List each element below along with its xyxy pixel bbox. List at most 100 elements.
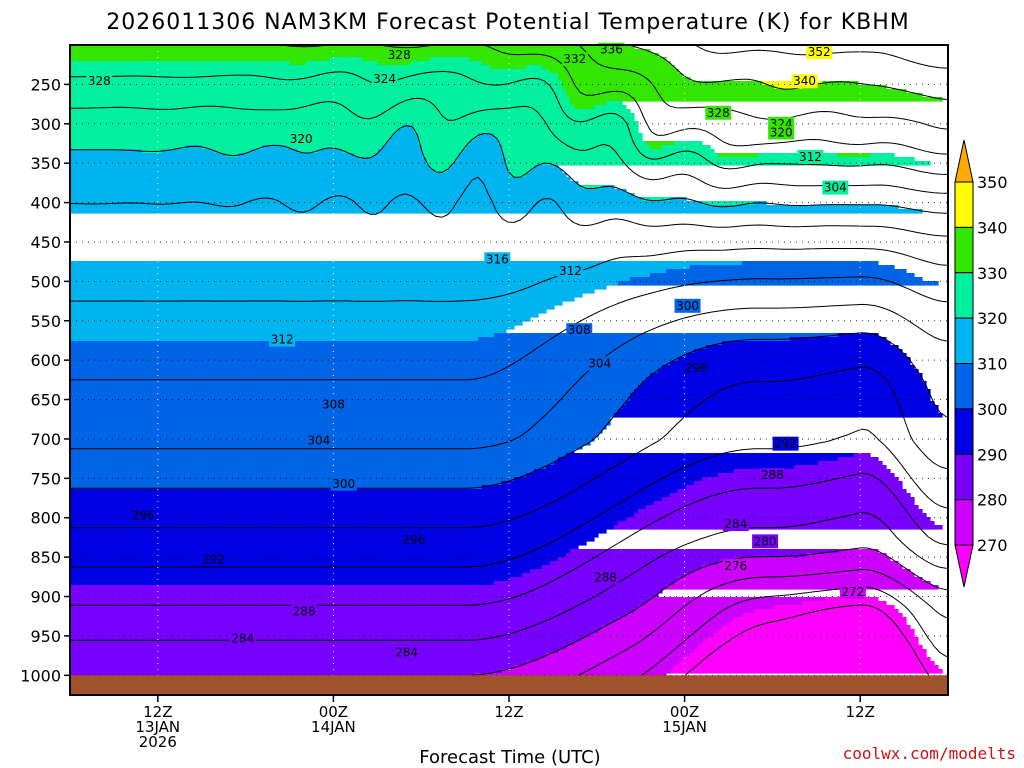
contour-300 (70, 332, 948, 489)
contour-272 (641, 586, 948, 695)
contour-label: 304 (588, 356, 611, 370)
colorbar-tick-label: 280 (977, 491, 1008, 510)
contour-label-bg (797, 149, 824, 164)
contour-308 (70, 276, 948, 381)
contour-label: 292 (202, 552, 225, 566)
credit-text[interactable]: coolwx.com/modelts (843, 744, 1016, 763)
colorbar-tick-label: 330 (977, 264, 1008, 283)
contour-label: 304 (307, 434, 330, 448)
y-tick-label: 1000 (20, 666, 61, 685)
x-tick-label: 12Z (143, 703, 172, 721)
contour-label: 320 (770, 125, 793, 139)
contour-label-bg (592, 570, 619, 585)
colorbar-tick-label: 350 (977, 173, 1008, 192)
contour-label-bg (400, 532, 427, 547)
contour-label: 272 (841, 585, 864, 599)
contour-label: 332 (563, 52, 586, 66)
colorbar-segment (954, 363, 974, 410)
colorbar-bottom-arrow (954, 544, 974, 588)
colorbar-segment (954, 499, 974, 546)
x-tick-label: 12Z (494, 703, 523, 721)
contour-label: 308 (322, 397, 345, 411)
contour-label: 288 (293, 604, 316, 618)
colorbar-segment (954, 226, 974, 274)
contour-label-bg (722, 517, 749, 532)
contour-296 (70, 366, 948, 529)
contour-316 (70, 176, 948, 237)
colorbar-segment (954, 453, 974, 501)
y-tick-label: 350 (30, 154, 61, 173)
colorbar-segment (954, 181, 974, 228)
contour-label-bg (566, 323, 593, 338)
contour-label-bg (305, 433, 332, 448)
contour-label: 312 (799, 150, 822, 164)
y-tick-label: 900 (30, 588, 61, 607)
x-tick-label: 14JAN (311, 718, 356, 736)
y-tick-label: 650 (30, 391, 61, 410)
y-tick-label: 300 (30, 115, 61, 134)
colorbar-tick-label: 340 (977, 218, 1008, 237)
contour-label-bg (683, 361, 710, 376)
x-tick-label: 15JAN (662, 718, 707, 736)
y-tick-label: 550 (30, 312, 61, 331)
x-tick-label: 2026 (139, 733, 177, 751)
contour-label-bg (393, 645, 420, 660)
contour-label-bg (484, 252, 511, 267)
colorbar-top-arrow (954, 139, 974, 183)
contour-label-bg (598, 42, 625, 57)
contour-label: 284 (231, 631, 254, 645)
contour-label: 336 (600, 43, 623, 57)
contour-label: 312 (559, 264, 582, 278)
contour-label-bg (288, 131, 315, 146)
y-tick-label: 800 (30, 509, 61, 528)
x-tick-label: 13JAN (135, 718, 180, 736)
contour-304 (70, 303, 948, 450)
contour-label: 300 (332, 477, 355, 491)
contour-label-bg (839, 584, 866, 599)
contour-labels: 3283283243203363323523403283243203123043… (86, 42, 866, 660)
x-axis-label: Forecast Time (UTC) (419, 747, 600, 768)
contour-344 (694, 45, 948, 69)
contour-label: 288 (761, 468, 784, 482)
colorbar-tick-label: 320 (977, 309, 1008, 328)
y-tick-label: 400 (30, 194, 61, 213)
contour-label-bg (561, 52, 588, 67)
contour-label: 292 (774, 437, 797, 451)
contour-label-bg (330, 476, 357, 491)
x-tick-label: 12Z (846, 703, 875, 721)
colorbar-tick-label: 300 (977, 400, 1008, 419)
y-tick-label: 700 (30, 430, 61, 449)
chart-title: 2026011306 NAM3KM Forecast Potential Tem… (106, 10, 910, 35)
contour-label-bg (722, 558, 749, 573)
x-tick-label: 00Z (319, 703, 348, 721)
contour-label-bg (371, 71, 398, 86)
contour-label-bg (291, 604, 318, 619)
contour-label: 352 (808, 45, 831, 59)
y-tick-label: 950 (30, 627, 61, 646)
contour-label-bg (200, 552, 227, 567)
x-tick-label: 00Z (670, 703, 699, 721)
contour-label-bg (674, 298, 701, 313)
y-axis: 250 300 350 400 450 500 550 600 650 700 750 800 850 9… (20, 75, 70, 685)
contour-320 (70, 125, 948, 214)
contour-label-bg (822, 180, 849, 195)
contour-label: 284 (724, 517, 747, 531)
contour-label-bg (269, 332, 296, 347)
contour-276 (577, 569, 948, 695)
colorbar-tick-label: 270 (977, 536, 1008, 555)
contour-label-bg (130, 508, 157, 523)
y-tick-label: 850 (30, 548, 61, 567)
colorbar-segment (954, 317, 974, 364)
contour-label: 320 (290, 132, 313, 146)
contour-label: 288 (594, 571, 617, 585)
contour-label-bg (320, 397, 347, 412)
contour-label: 296 (685, 361, 708, 375)
contour-label-bg (806, 45, 833, 60)
contour-label: 308 (568, 323, 591, 337)
contour-label-bg (791, 74, 818, 89)
contour-label-bg (752, 534, 779, 549)
contour-label: 340 (793, 74, 816, 88)
y-tick-label: 500 (30, 272, 61, 291)
